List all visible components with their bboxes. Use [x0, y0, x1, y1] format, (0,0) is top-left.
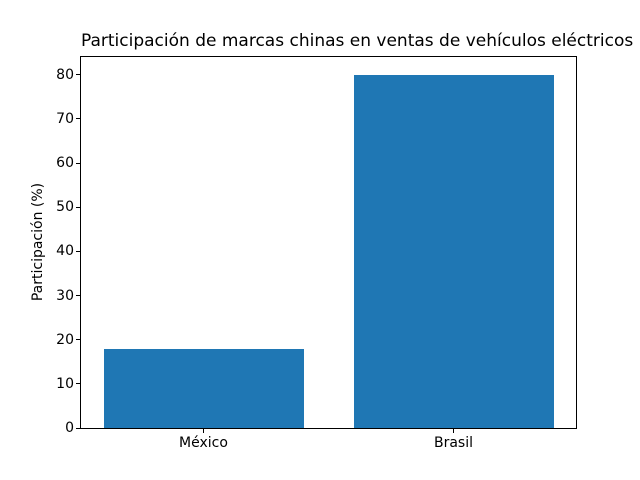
y-tick-label: 30 — [56, 287, 74, 304]
x-tick-mark — [203, 429, 204, 433]
bar-Brasil — [353, 74, 554, 428]
y-tick-mark — [76, 162, 80, 164]
y-tick-label: 40 — [56, 243, 74, 260]
y-tick-mark — [76, 383, 80, 385]
y-tick-mark — [76, 339, 80, 341]
x-tick-label-Brasil: Brasil — [433, 435, 473, 451]
y-tick-label: 0 — [65, 420, 74, 436]
plot-area — [80, 56, 577, 429]
y-tick-mark — [76, 250, 80, 252]
y-tick-label: 20 — [56, 331, 74, 348]
y-tick-mark — [76, 74, 80, 76]
y-tick-mark — [76, 118, 80, 120]
y-tick-label: 70 — [56, 110, 74, 127]
y-tick-label: 60 — [56, 155, 74, 171]
y-tick-label: 10 — [56, 375, 74, 392]
y-tick-mark — [76, 206, 80, 208]
x-tick-mark — [453, 429, 454, 433]
y-tick-mark — [76, 295, 80, 296]
x-tick-label-México: México — [179, 435, 228, 451]
y-tick-label: 50 — [56, 199, 74, 216]
chart-title: Participación de marcas chinas en ventas… — [81, 31, 634, 51]
bar-México — [103, 348, 304, 428]
y-tick-mark — [76, 427, 80, 429]
y-tick-label: 80 — [56, 66, 74, 83]
